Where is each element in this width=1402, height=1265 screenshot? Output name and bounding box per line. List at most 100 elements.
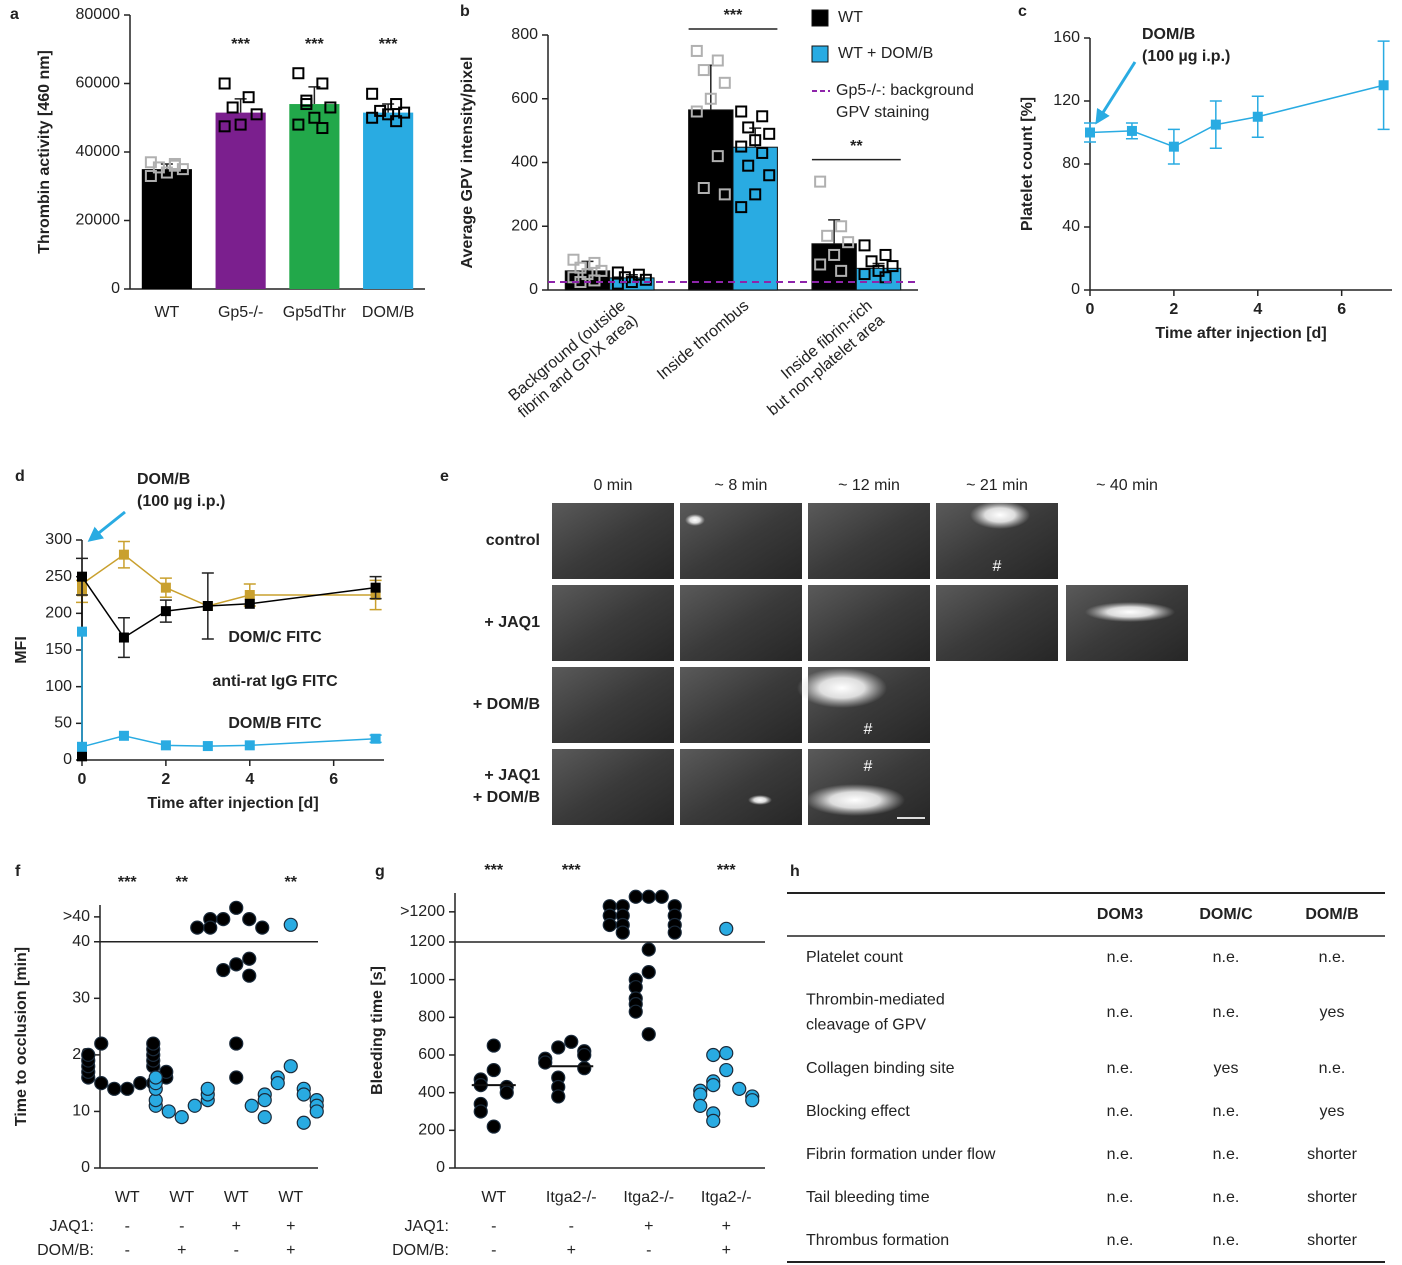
y-tick-label: 0: [111, 280, 120, 297]
data-point: [711, 150, 724, 163]
y-tick-label: 800: [418, 1009, 445, 1026]
micrograph: [680, 749, 802, 825]
data-point: [94, 1036, 109, 1051]
data-point: [732, 1081, 747, 1096]
micrograph: [552, 585, 674, 661]
data-point: [296, 1087, 311, 1102]
data-point: [756, 146, 769, 159]
y-tick-label: 0: [1071, 281, 1080, 298]
condition-value: +: [722, 1242, 731, 1259]
legend-label: Gp5-/-: background: [836, 82, 974, 99]
data-point: [706, 1113, 721, 1129]
data-point: [81, 1047, 96, 1062]
condition-value: +: [567, 1242, 576, 1259]
annotation-arrow: [87, 510, 126, 542]
legend-label: GPV staining: [836, 104, 929, 121]
data-point: [486, 1062, 501, 1078]
data-point: [641, 942, 656, 957]
y-tick-label: 150: [45, 641, 72, 658]
data-point: [133, 1076, 148, 1091]
table-cell: shorter: [1307, 1232, 1357, 1249]
error-bar: [234, 98, 247, 113]
column-header: 0 min: [593, 477, 632, 494]
data-point: [735, 201, 748, 214]
table-cell: n.e.: [1107, 1146, 1134, 1163]
significance: ***: [484, 862, 503, 879]
data-point: [187, 1098, 202, 1113]
row-label: + JAQ1: [484, 767, 540, 784]
annotation: (100 µg i.p.): [1142, 48, 1230, 65]
y-tick-label: 160: [1053, 29, 1080, 46]
panel-letter: c: [1018, 3, 1027, 20]
row-label: + DOM/B: [473, 696, 540, 713]
data-point: [654, 889, 669, 904]
data-point: [148, 1070, 163, 1085]
micrograph: [936, 585, 1058, 661]
condition-value: -: [491, 1242, 496, 1259]
micrograph: [552, 667, 674, 743]
x-tick-label: 4: [245, 771, 254, 788]
table-cell: n.e.: [1107, 949, 1134, 966]
data-point: [718, 76, 731, 89]
table-cell: yes: [1320, 1004, 1345, 1021]
table-cell: n.e.: [1213, 1146, 1240, 1163]
row-label: + DOM/B: [473, 789, 540, 806]
data-point: [283, 917, 298, 932]
data-point: [486, 1119, 501, 1134]
data-point: [872, 264, 885, 277]
data-point: [160, 606, 171, 617]
x-axis-title: Time after injection [d]: [147, 795, 318, 812]
panel-letter: f: [15, 863, 21, 880]
data-point: [202, 601, 213, 611]
data-point: [667, 925, 682, 940]
row-label: control: [486, 532, 540, 549]
data-point: [749, 188, 762, 201]
data-point: [865, 255, 878, 268]
panel-letter: h: [790, 863, 800, 880]
table-header: DOM/C: [1199, 906, 1253, 923]
row-header: cleavage of GPV: [806, 1017, 926, 1034]
column-header: ~ 12 min: [838, 477, 900, 494]
data-point: [203, 920, 218, 935]
error-bar: [828, 219, 841, 244]
data-point: [742, 121, 755, 134]
row-header: Platelet count: [806, 949, 904, 966]
micrograph: [552, 749, 674, 825]
data-point: [244, 740, 255, 751]
data-point: [161, 1104, 176, 1119]
data-point: [577, 1047, 592, 1063]
data-point: [160, 166, 173, 179]
data-point: [639, 273, 652, 286]
y-tick-label: 600: [418, 1046, 445, 1063]
table-cell: yes: [1320, 1103, 1345, 1120]
annotation-arrow: [1095, 61, 1137, 125]
data-point: [200, 1081, 215, 1096]
data-point: [229, 1036, 244, 1051]
table-cell: n.e.: [1213, 949, 1240, 966]
x-tick-label: 2: [161, 771, 170, 788]
data-point: [835, 264, 848, 277]
condition-value: +: [177, 1242, 186, 1259]
data-point: [316, 122, 329, 135]
data-point: [309, 1104, 324, 1119]
data-point: [641, 889, 656, 904]
x-tick-label: 0: [1086, 301, 1095, 318]
data-point: [567, 253, 580, 266]
table-cell: yes: [1214, 1060, 1239, 1077]
data-point: [749, 134, 762, 147]
data-point: [628, 1004, 643, 1019]
condition-value: +: [722, 1218, 731, 1235]
data-point: [370, 582, 381, 593]
series-label: anti-rat IgG FITC: [212, 673, 338, 690]
data-point: [690, 44, 703, 57]
data-point: [842, 236, 855, 249]
data-point: [146, 1036, 161, 1051]
data-point: [641, 965, 656, 980]
bar: [564, 270, 611, 291]
condition-value: +: [232, 1218, 241, 1235]
data-point: [1378, 80, 1389, 91]
y-tick-label: 0: [63, 751, 72, 768]
condition-value: -: [179, 1218, 184, 1235]
data-point: [118, 632, 129, 643]
bright-spot: [805, 784, 905, 816]
